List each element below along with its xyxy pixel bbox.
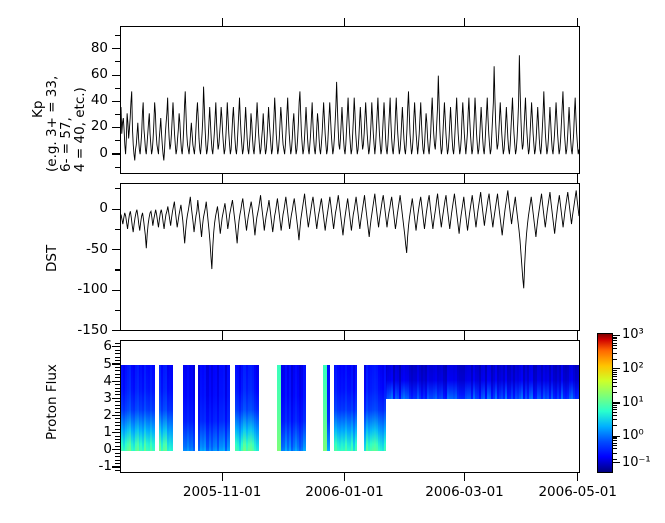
heatmap-segment (235, 365, 259, 451)
dst-ytick-label-neg100: -100 (77, 281, 108, 298)
kp-ytick-label-0: 0 (99, 144, 108, 161)
kp-ytick-label-80: 80 (90, 39, 108, 56)
kp-axis-title-line-3: 4 = 40, etc.) (72, 87, 88, 172)
proton-flux-heatmap (121, 341, 579, 472)
heatmap-segment (363, 365, 387, 451)
proton-flux-ytick-label-1: 1 (103, 424, 112, 441)
xaxis-tick-label-3: 2006-05-01 (538, 484, 617, 500)
panel-proton-flux (120, 340, 580, 473)
heatmap-segment (277, 365, 306, 451)
colorbar (597, 333, 613, 473)
proton-flux-ytick-label-0: 0 (103, 441, 112, 458)
proton-flux-ytick-label-3: 3 (103, 389, 112, 406)
colorbar-tick-label-3: 10⁰ (622, 428, 644, 444)
dst-axis-title: DST (44, 244, 60, 272)
heatmap-segment (158, 365, 174, 451)
xaxis-tick-label-2: 2006-03-01 (425, 484, 504, 500)
proton-flux-ytick-label-5: 5 (103, 355, 112, 372)
heatmap-segment (333, 365, 358, 451)
colorbar-tick-label-2: 10¹ (622, 395, 644, 410)
kp-ytick-label-40: 40 (90, 92, 108, 109)
dst-trace (121, 184, 579, 330)
heatmap-segment (183, 365, 196, 451)
panel-kp (120, 26, 580, 174)
kp-ytick-label-60: 60 (90, 65, 108, 82)
colorbar-tick-label-1: 10² (622, 360, 644, 376)
heatmap-segment (385, 365, 579, 400)
kp-ytick-label-20: 20 (90, 118, 108, 135)
proton-flux-ytick-label-6: 6 (103, 338, 112, 355)
kp-trace (121, 27, 579, 173)
heatmap-segment (121, 365, 155, 451)
dst-ytick-label-neg50: -50 (85, 240, 108, 257)
colorbar-tick-label-0: 10³ (622, 327, 644, 343)
colorbar-tick-label-4: 10⁻¹ (622, 454, 651, 470)
heatmap-segment (323, 365, 330, 451)
proton-flux-ytick-label-2: 2 (103, 407, 112, 423)
heatmap-segment (198, 365, 230, 451)
panel-dst (120, 183, 580, 331)
xaxis-tick-label-1: 2006-01-01 (305, 484, 384, 500)
proton-flux-axis-title: Proton Flux (44, 364, 60, 440)
xaxis-tick-label-0: 2005-11-01 (182, 484, 262, 500)
proton-flux-ytick-label-4: 4 (103, 372, 112, 389)
dst-ytick-label-0: 0 (99, 200, 108, 216)
dst-ytick-label-neg150: -150 (77, 321, 108, 338)
proton-flux-ytick-label--1: -1 (98, 458, 112, 475)
